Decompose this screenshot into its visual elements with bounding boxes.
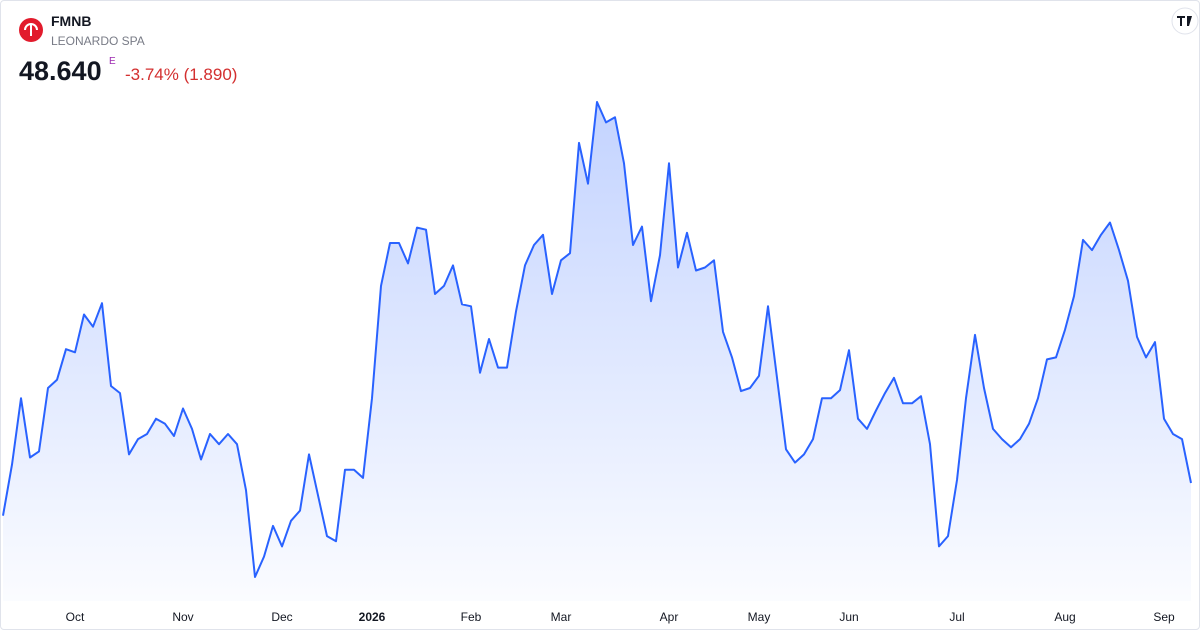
brand-badge[interactable] — [1171, 7, 1199, 35]
symbol: FMNB — [51, 13, 92, 29]
area-fill — [3, 102, 1191, 601]
x-tick-label: Aug — [1054, 610, 1075, 624]
x-tick-label: May — [748, 610, 771, 624]
x-tick-label: Oct — [66, 610, 85, 624]
x-tick-label: Sep — [1153, 610, 1175, 624]
x-tick-label: 2026 — [359, 610, 386, 624]
x-tick-label: Feb — [461, 610, 482, 624]
price-change: -3.74% (1.890) — [125, 65, 238, 84]
price-line — [2, 101, 1192, 578]
x-tick-label: Apr — [660, 610, 679, 624]
plot: Oct Nov Dec 2026 Feb Mar Apr May Jun Jul Aug Sep — [2, 101, 1192, 624]
price: 48.640 — [19, 56, 102, 86]
price-flag: E — [109, 56, 116, 67]
x-tick-label: Jul — [949, 610, 964, 624]
x-tick-label: Dec — [271, 610, 292, 624]
x-tick-label: Nov — [172, 610, 193, 624]
company-name: LEONARDO SPA — [51, 34, 145, 48]
x-tick-label: Mar — [551, 610, 572, 624]
x-tick-label: Jun — [839, 610, 858, 624]
logo-mark — [24, 23, 38, 36]
brand-logo — [1177, 16, 1192, 26]
